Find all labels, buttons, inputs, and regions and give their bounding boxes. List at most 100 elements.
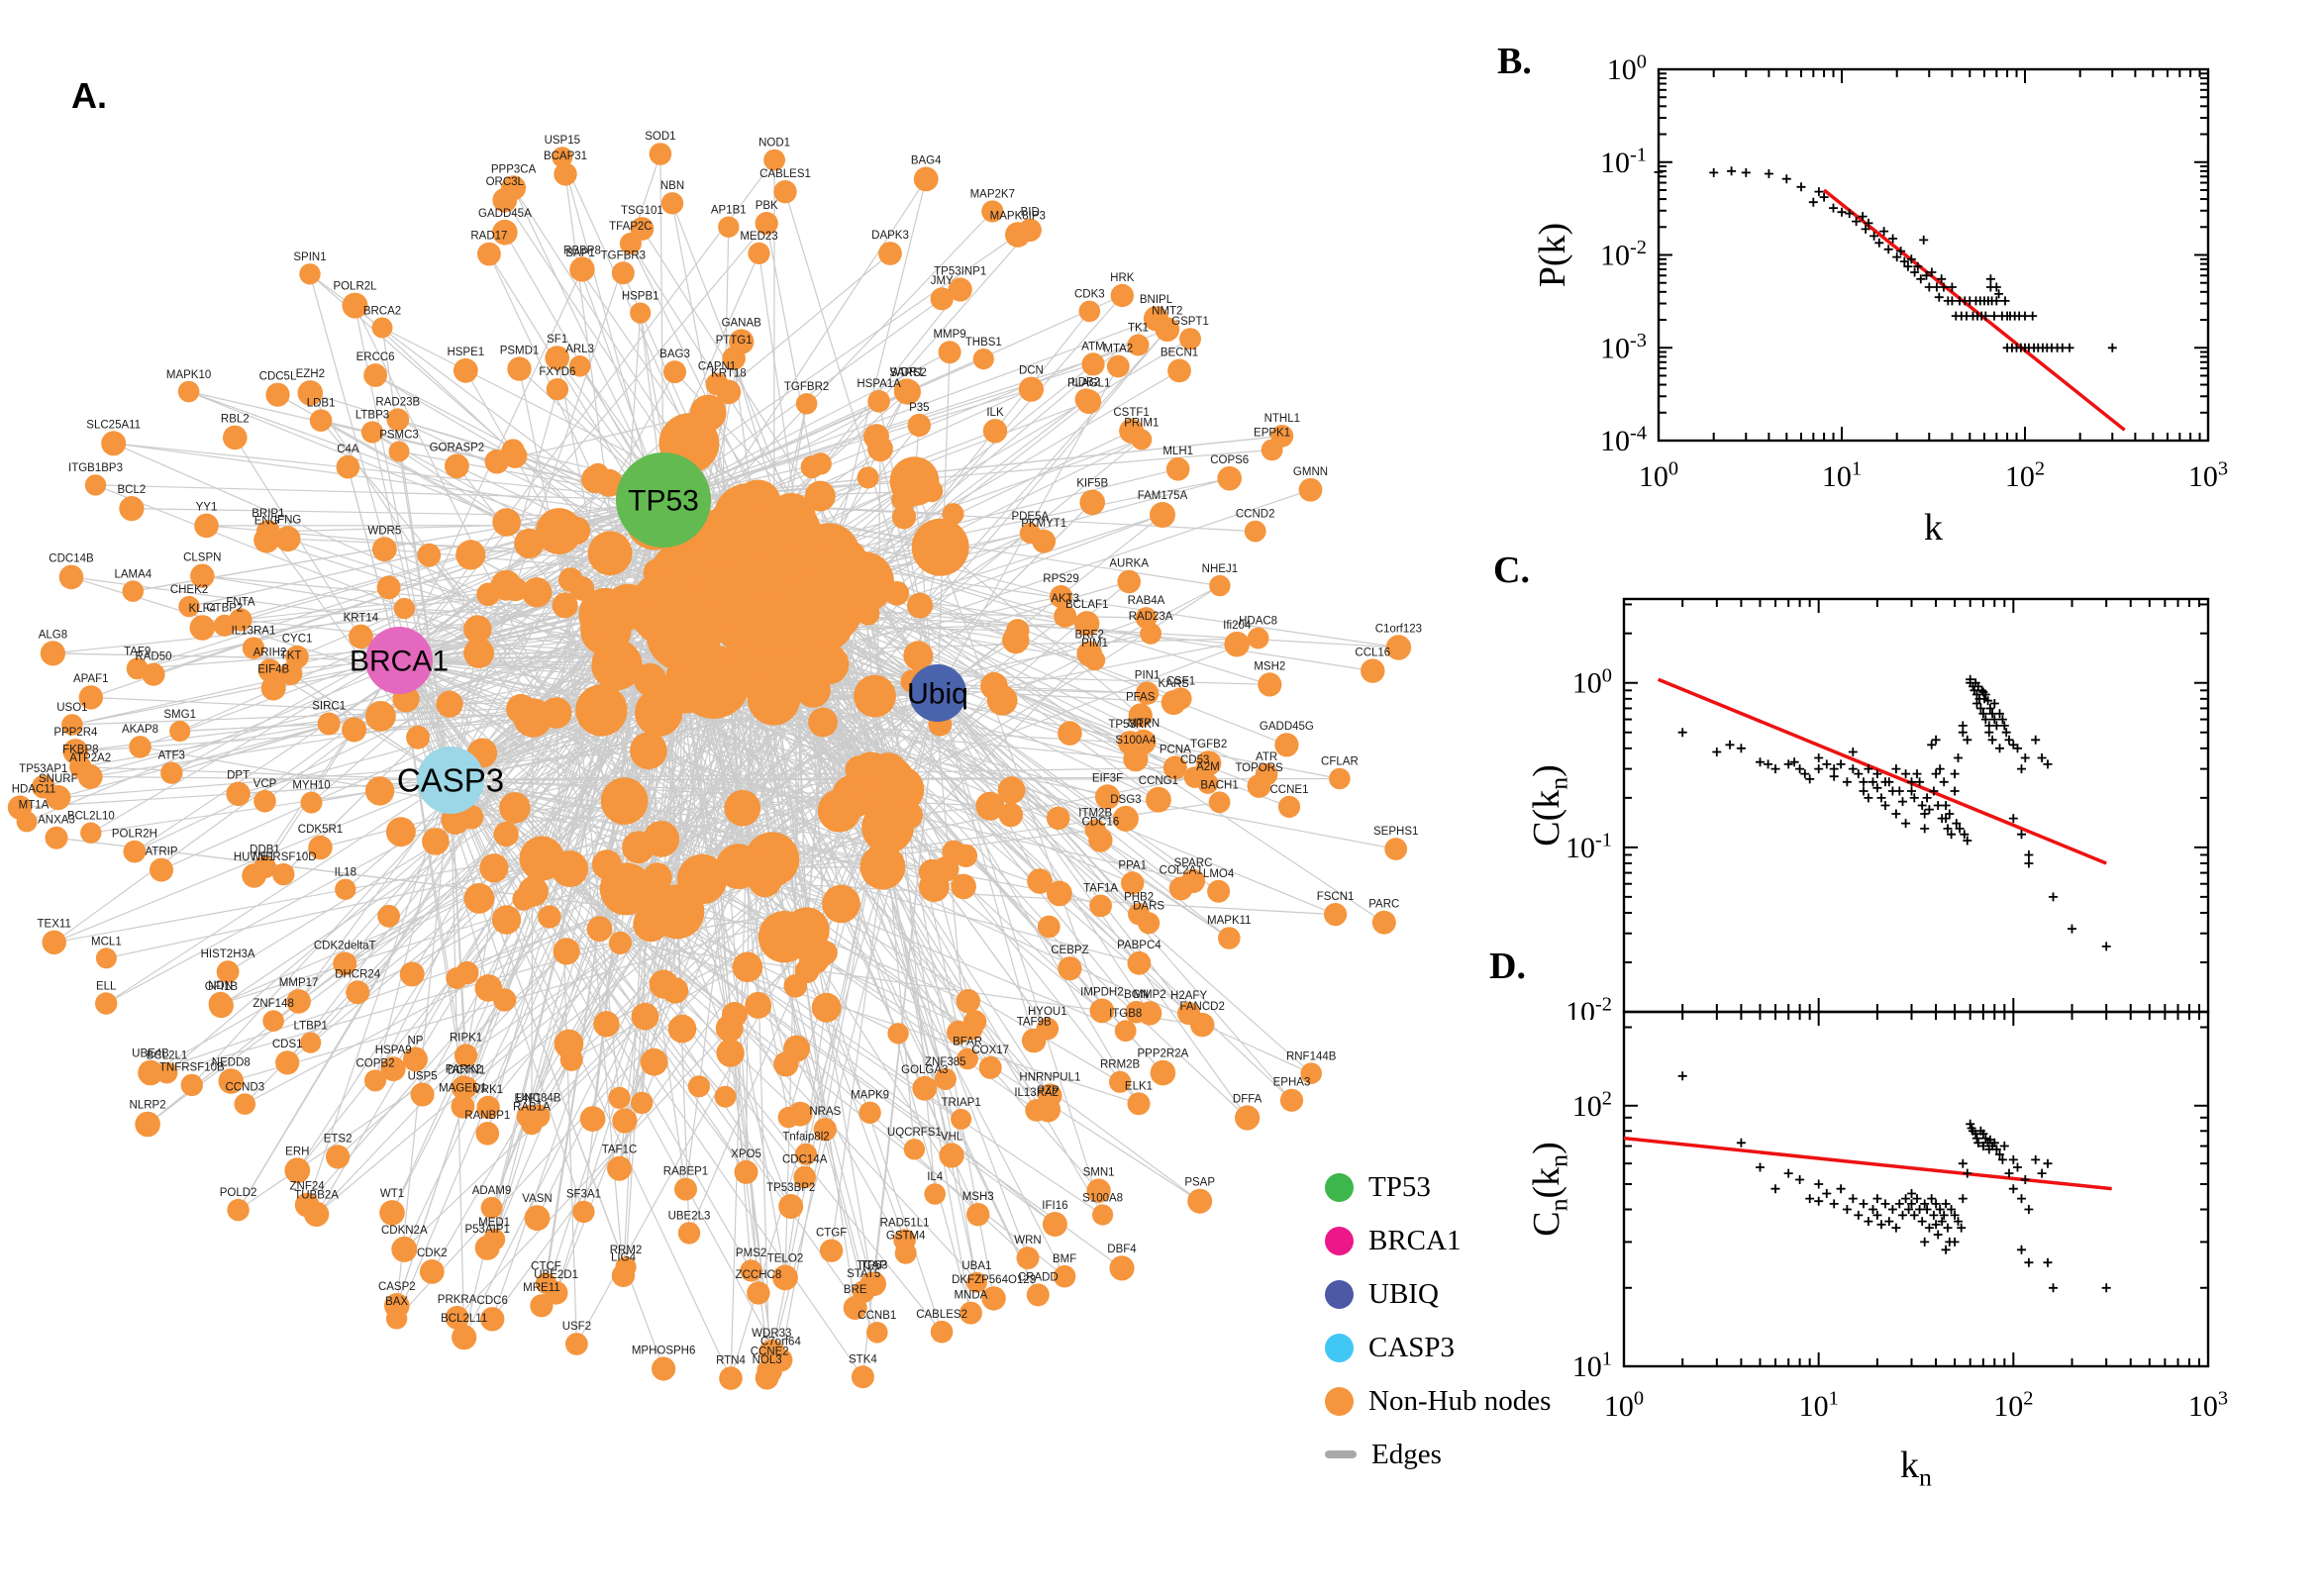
network-node	[1058, 956, 1082, 981]
network-node	[502, 444, 528, 468]
network-node-label: TK1	[1128, 322, 1149, 334]
network-node-label: ATM	[1081, 341, 1104, 352]
network-node	[1135, 607, 1158, 629]
network-node	[978, 1055, 1002, 1079]
network-node-label: MCL1	[91, 936, 122, 948]
network-node-label: CDC6	[477, 1295, 508, 1307]
hub-node-ubiq: Ubiq	[907, 664, 968, 722]
network-node	[811, 992, 842, 1023]
network-node-label: CDK2deltaT	[314, 940, 376, 951]
network-node-label: TGFBR2	[784, 381, 829, 393]
legend-item-non-hub: Non-Hub nodes	[1325, 1374, 1551, 1428]
network-node-label: CEBPZ	[1051, 945, 1088, 956]
network-node-label: COPS6	[1210, 454, 1249, 466]
network-edge	[398, 659, 995, 1299]
network-node	[1042, 1212, 1067, 1237]
network-node-label: AKT3	[1051, 593, 1079, 605]
network-node	[1127, 950, 1152, 975]
network-node-label: EIF3F	[1092, 772, 1123, 784]
network-node	[1187, 1188, 1213, 1214]
network-node	[856, 601, 880, 626]
svg-text:100​: 100​	[1604, 1388, 1644, 1423]
network-node	[453, 357, 478, 383]
network-node-label: GADD45A	[478, 208, 532, 220]
network-node	[194, 513, 219, 539]
network-node-label: ELK1	[1125, 1080, 1153, 1092]
network-edge	[641, 228, 939, 694]
network-node-label: BRIP1	[252, 508, 284, 520]
network-edge	[648, 749, 840, 812]
network-node-label: TUBB2A	[294, 1190, 339, 1202]
network-node	[895, 378, 921, 405]
network-node	[755, 1365, 779, 1390]
network-node-label: TEX11	[38, 919, 71, 931]
chart-clustering-coefficient: 100​ 10-1​ 10-2​ C(kn​)	[1526, 597, 2210, 1020]
network-node-label: FNTA	[226, 596, 255, 608]
network-node	[959, 1301, 982, 1325]
network-node-label: RAD51L1	[880, 1217, 930, 1229]
network-node-label: MLH1	[1162, 446, 1193, 457]
network-node-label: P35	[909, 402, 929, 414]
network-node-label: PPP2R2A	[1138, 1048, 1189, 1060]
network-node	[558, 567, 583, 592]
network-node	[169, 720, 191, 743]
network-edge	[240, 568, 709, 621]
network-node	[101, 431, 127, 456]
network-node-label: BCL2L11	[441, 1313, 487, 1325]
network-node	[951, 873, 976, 900]
network-node-label: E4F1	[514, 1093, 542, 1105]
network-node	[490, 569, 522, 601]
network-node-label: TAF1A	[1083, 883, 1118, 895]
network-node-label: ARL3	[565, 344, 594, 355]
network-node-label: MED1	[478, 1217, 510, 1229]
network-edge	[471, 800, 625, 818]
network-node-label: VASN	[522, 1193, 552, 1205]
network-node	[507, 356, 532, 381]
network-node-label: GADD45G	[1260, 721, 1314, 733]
network-node-label: IL13RA2	[1014, 1087, 1059, 1099]
fit-line	[1822, 188, 2126, 432]
network-node-label: CSF1	[1166, 675, 1195, 687]
network-node	[1137, 1001, 1162, 1026]
network-node-label: WDR1	[890, 367, 924, 379]
network-node	[851, 1365, 874, 1389]
network-node-label: TGFBR3	[601, 249, 646, 261]
network-nodes-layer	[7, 143, 1412, 1390]
svg-text:101​: 101​	[1799, 1388, 1839, 1423]
network-node	[1361, 658, 1385, 683]
network-node	[522, 577, 553, 608]
network-node	[336, 454, 360, 479]
network-node-label: SLC25A11	[86, 419, 141, 431]
network-node	[1208, 791, 1231, 814]
network-node	[1049, 585, 1073, 609]
panel-label-c: C.	[1493, 549, 1530, 591]
network-edge	[937, 692, 1150, 924]
network-node	[734, 1159, 758, 1184]
network-edge	[772, 698, 873, 1284]
network-node-label: UQCRFS1	[887, 1127, 942, 1139]
network-edge	[171, 637, 613, 774]
network-node-label: RBBP8	[563, 245, 601, 256]
network-edge	[541, 658, 752, 1306]
network-node-label: NTHL1	[1264, 413, 1300, 425]
network-node-label: BNIPL	[1140, 294, 1173, 306]
network-edge	[450, 779, 700, 1087]
network-node-label: BCLAF1	[1065, 599, 1108, 611]
network-node-label: CTBP2	[206, 603, 243, 615]
network-node-label: HSPB1	[622, 291, 659, 303]
network-edge	[937, 692, 1160, 801]
network-edge	[513, 187, 664, 501]
network-node	[1138, 912, 1161, 935]
ubiq-node-swatch	[1325, 1279, 1354, 1309]
legend-item-brca1: BRCA1	[1325, 1214, 1551, 1267]
svg-text:102​: 102​	[2005, 458, 2045, 493]
network-node	[208, 993, 234, 1019]
network-node	[445, 453, 469, 479]
network-node	[275, 1050, 300, 1075]
network-node-label: HSPE1	[447, 347, 484, 358]
network-node	[867, 390, 890, 413]
network-edge	[831, 827, 889, 1251]
network-edge	[505, 499, 664, 835]
network-node	[732, 951, 763, 983]
network-node-label: PHB2	[1124, 891, 1154, 903]
